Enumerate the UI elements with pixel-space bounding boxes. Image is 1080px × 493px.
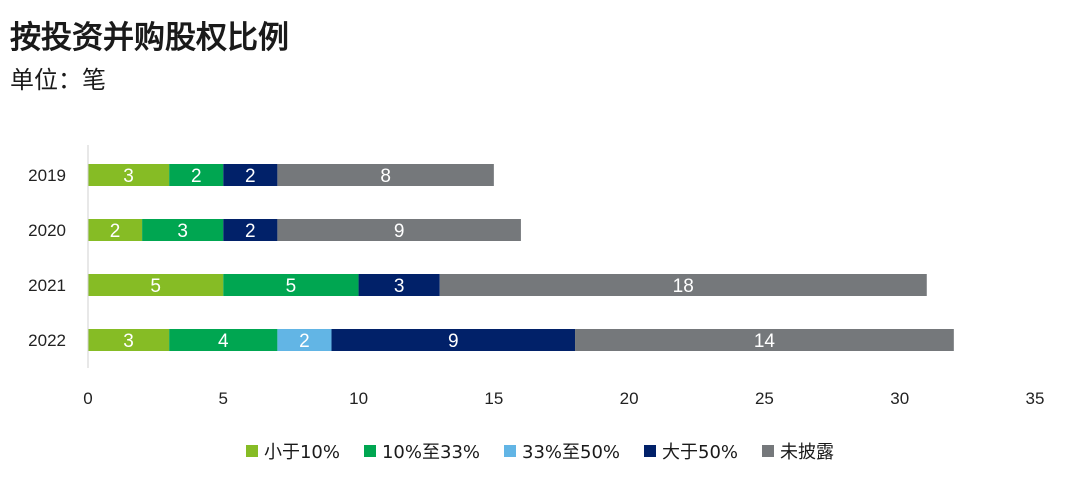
bar-segment <box>575 329 954 351</box>
legend-label: 未披露 <box>780 442 835 463</box>
y-tick-label: 2019 <box>28 166 66 185</box>
y-tick-label: 2020 <box>28 221 66 240</box>
data-label: 2 <box>110 221 121 242</box>
legend-label: 大于50% <box>662 442 739 463</box>
data-label: 2 <box>299 331 310 352</box>
data-label: 5 <box>150 276 161 297</box>
y-tick-label: 2021 <box>28 276 66 295</box>
bar-segment <box>277 219 521 241</box>
data-label: 4 <box>218 331 229 352</box>
bar-segment <box>223 274 359 296</box>
x-tick-label: 0 <box>83 389 92 408</box>
legend-item: 大于50% <box>644 438 738 464</box>
legend-swatch <box>762 445 775 457</box>
data-label: 3 <box>123 166 134 187</box>
bar-segment <box>88 164 170 186</box>
data-label: 14 <box>754 331 776 352</box>
chart-subtitle: 单位：笔 <box>10 66 106 94</box>
legend-swatch <box>245 445 258 457</box>
x-tick-label: 30 <box>890 389 909 408</box>
data-label: 5 <box>286 276 297 297</box>
legend-item: 未披露 <box>762 438 834 464</box>
x-tick-label: 15 <box>484 389 503 408</box>
bar-segment <box>358 274 440 296</box>
chart-legend: 小于10% 10%至33% 33%至50% 大于50% 未披露 <box>0 438 1080 464</box>
bar-segment <box>223 164 278 186</box>
data-label: 8 <box>380 166 391 187</box>
data-label: 2 <box>245 166 256 187</box>
bar-segment <box>169 164 224 186</box>
bar-segment <box>223 219 278 241</box>
legend-label: 小于10% <box>263 442 340 463</box>
legend-item: 33%至50% <box>504 438 620 464</box>
data-label: 3 <box>123 331 134 352</box>
x-tick-label: 35 <box>1026 389 1045 408</box>
data-label: 2 <box>191 166 202 187</box>
bar-segment <box>142 219 224 241</box>
data-label: 2 <box>245 221 256 242</box>
data-label: 9 <box>394 221 405 242</box>
legend-item: 小于10% <box>245 438 340 464</box>
bar-segment <box>277 329 332 351</box>
legend-swatch <box>504 445 516 457</box>
bar-segment <box>277 164 494 186</box>
legend-label: 33%至50% <box>522 442 621 463</box>
bar-segment <box>439 274 927 296</box>
x-tick-label: 25 <box>755 389 774 408</box>
legend-item: 10%至33% <box>363 438 480 464</box>
x-tick-label: 20 <box>620 389 639 408</box>
bar-segment <box>88 219 143 241</box>
legend-swatch <box>363 445 376 457</box>
data-label: 3 <box>394 276 405 297</box>
data-label: 3 <box>177 221 188 242</box>
bar-segment <box>88 274 224 296</box>
legend-label: 10%至33% <box>381 442 480 463</box>
y-tick-label: 2022 <box>28 331 66 350</box>
data-label: 9 <box>448 331 459 352</box>
x-tick-label: 5 <box>219 389 228 408</box>
data-label: 18 <box>673 276 694 297</box>
bar-segment <box>88 329 170 351</box>
chart-title: 按投资并购股权比例 <box>10 20 289 56</box>
x-tick-label: 10 <box>349 389 368 408</box>
legend-swatch <box>644 445 657 457</box>
stacked-bar-chart: 2019 2020 2021 2022 3 2 2 8 2 3 2 9 5 5 3 18 3 4 2 9 14 0 5 10 1… <box>28 145 1045 408</box>
bar-segment <box>331 329 576 351</box>
bar-segment <box>169 329 278 351</box>
